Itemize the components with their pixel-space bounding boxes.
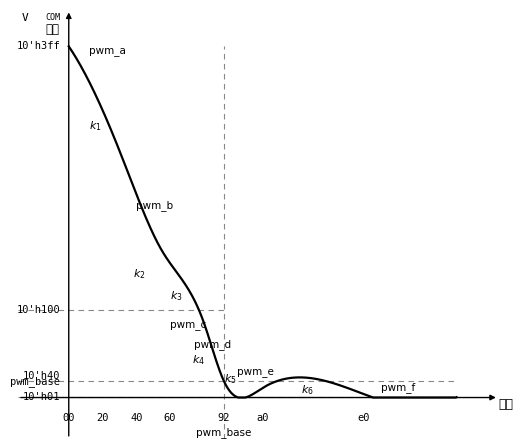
Text: pwm_c: pwm_c — [170, 320, 206, 330]
Text: pwm_e: pwm_e — [237, 367, 274, 377]
Text: pwm_a: pwm_a — [89, 46, 126, 56]
Text: 10'h100: 10'h100 — [17, 305, 60, 315]
Text: 40: 40 — [130, 413, 142, 423]
Text: $k_5$: $k_5$ — [224, 372, 237, 385]
Text: 10'h01: 10'h01 — [23, 392, 60, 402]
Text: $k_6$: $k_6$ — [301, 383, 314, 397]
Text: 00: 00 — [63, 413, 75, 423]
Text: pwm_b: pwm_b — [136, 200, 174, 211]
Text: $k_4$: $k_4$ — [192, 353, 205, 367]
Text: 脉宽: 脉宽 — [45, 23, 59, 36]
Text: 10'h40: 10'h40 — [23, 370, 60, 381]
Text: pwm_base: pwm_base — [10, 376, 60, 386]
Text: 92: 92 — [218, 413, 230, 423]
Text: 20: 20 — [96, 413, 109, 423]
Text: $k_3$: $k_3$ — [170, 289, 183, 303]
Text: pwm_d: pwm_d — [194, 339, 231, 350]
Text: e0: e0 — [357, 413, 370, 423]
Text: $k_2$: $k_2$ — [133, 267, 146, 281]
Text: V: V — [22, 13, 28, 23]
Text: COM: COM — [45, 13, 60, 22]
Text: pwm_f: pwm_f — [381, 382, 415, 393]
Text: 60: 60 — [164, 413, 176, 423]
Text: $k_1$: $k_1$ — [89, 120, 102, 133]
Text: 温度: 温度 — [499, 398, 514, 411]
Text: 10'h3ff: 10'h3ff — [17, 41, 60, 51]
Text: pwm_base: pwm_base — [196, 427, 252, 438]
Text: a0: a0 — [256, 413, 269, 423]
